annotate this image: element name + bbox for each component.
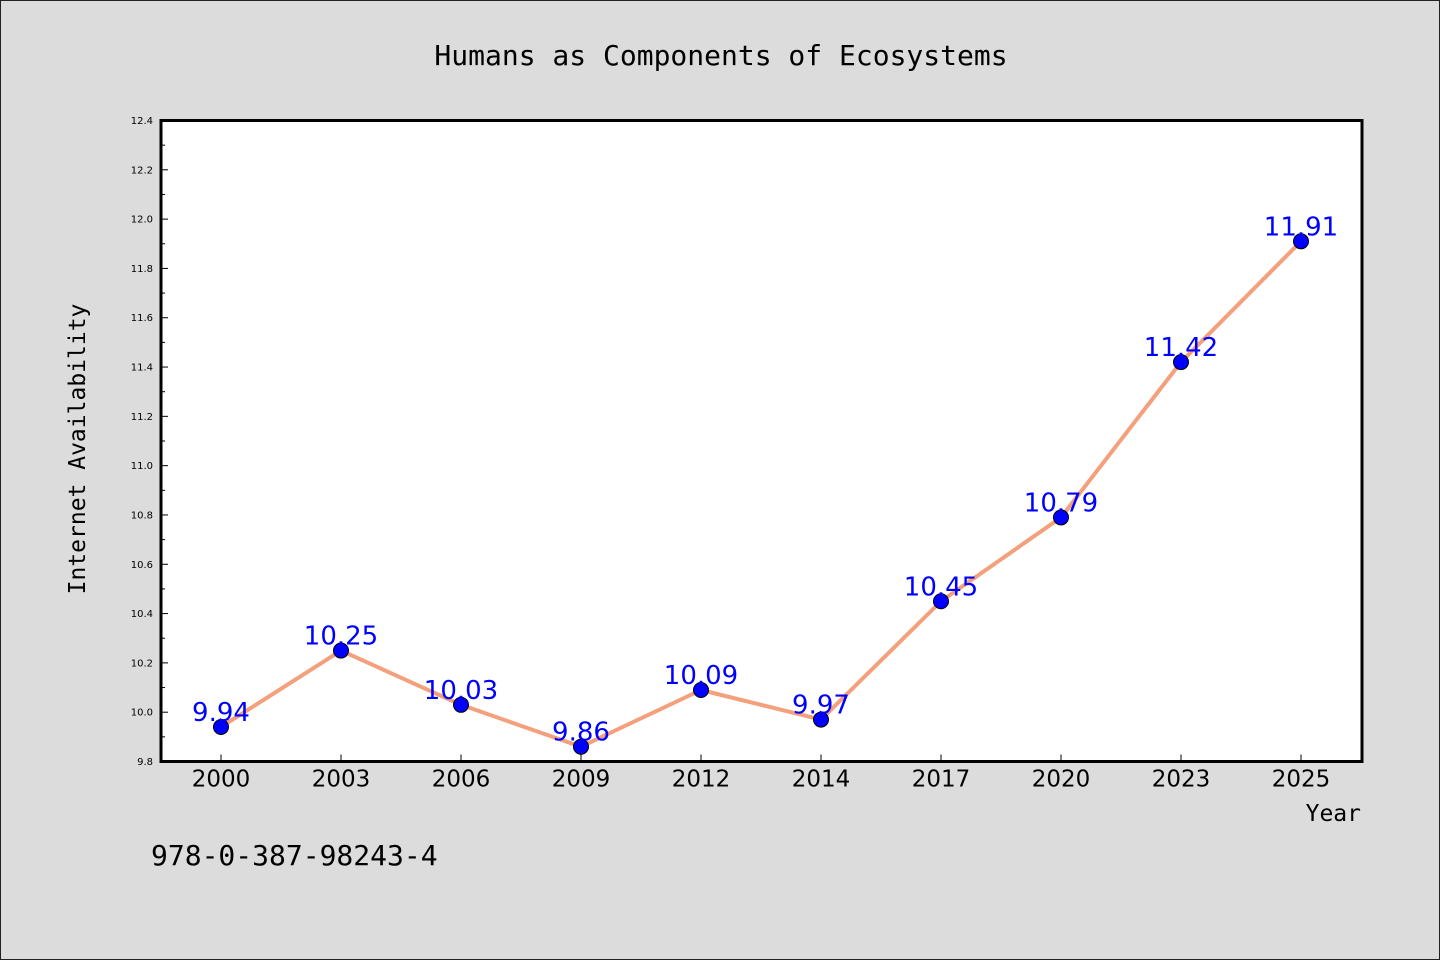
y-tick-label: 10.2 bbox=[131, 658, 153, 669]
series-layer: 9.94 10.25 10.03 9.86 10.09 9.97 10.45 10.79 11.… bbox=[192, 212, 1338, 755]
data-point bbox=[333, 642, 349, 659]
y-tick-label: 11.0 bbox=[131, 461, 153, 472]
series-line bbox=[219, 239, 1303, 749]
y-axis: 9.8 10.0 10.2 10.4 10.6 10.8 11.0 11.2 11.4 11.6 1… bbox=[131, 116, 168, 768]
data-point bbox=[1173, 354, 1189, 371]
x-axis: 2000 2003 2006 2009 2012 2014 2017 2020 2023 2025 bbox=[192, 754, 1331, 793]
x-tick-label: 2012 bbox=[672, 767, 731, 793]
data-label: 10.03 bbox=[424, 676, 498, 706]
y-tick-label: 12.4 bbox=[131, 116, 153, 127]
x-tick-label: 2009 bbox=[552, 767, 611, 793]
data-point bbox=[813, 711, 829, 728]
x-tick-label: 2025 bbox=[1272, 767, 1331, 793]
data-label: 9.97 bbox=[792, 691, 850, 721]
data-label: 10.09 bbox=[664, 661, 738, 691]
x-tick-label: 2014 bbox=[792, 767, 851, 793]
data-point bbox=[1053, 509, 1069, 526]
y-tick-label: 10.6 bbox=[131, 560, 153, 571]
data-label: 10.45 bbox=[904, 572, 978, 602]
data-label: 11.42 bbox=[1144, 333, 1218, 363]
data-point bbox=[933, 593, 949, 610]
x-tick-label: 2003 bbox=[312, 767, 371, 793]
chart-title: Humans as Components of Ecosystems bbox=[434, 39, 1007, 72]
data-point bbox=[693, 682, 709, 699]
y-tick-label: 12.0 bbox=[131, 215, 153, 226]
x-tick-label: 2006 bbox=[432, 767, 491, 793]
data-label: 9.94 bbox=[192, 698, 250, 728]
y-tick-label: 11.6 bbox=[131, 313, 153, 324]
isbn-footer: 978-0-387-98243-4 bbox=[151, 839, 438, 872]
data-label: 10.25 bbox=[304, 622, 378, 652]
plot-area bbox=[159, 119, 1364, 763]
data-label: 11.91 bbox=[1264, 212, 1338, 242]
data-point bbox=[1293, 233, 1309, 250]
data-label: 10.79 bbox=[1024, 488, 1098, 518]
y-tick-label: 12.2 bbox=[131, 165, 153, 176]
y-tick-label: 9.8 bbox=[137, 757, 153, 768]
data-point bbox=[573, 738, 589, 755]
data-label: 9.86 bbox=[552, 718, 610, 748]
x-tick-label: 2023 bbox=[1152, 767, 1211, 793]
y-tick-label: 11.2 bbox=[131, 412, 153, 423]
data-point bbox=[453, 696, 469, 713]
y-tick-label: 11.8 bbox=[131, 264, 153, 275]
y-tick-label: 10.0 bbox=[131, 708, 153, 719]
y-tick-label: 10.4 bbox=[131, 609, 153, 620]
data-point bbox=[213, 718, 229, 735]
y-tick-label: 10.8 bbox=[131, 510, 153, 521]
y-axis-label: Internet Availability bbox=[65, 304, 91, 595]
x-tick-label: 2020 bbox=[1032, 767, 1091, 793]
x-tick-label: 2017 bbox=[912, 767, 971, 793]
x-tick-label: 2000 bbox=[192, 767, 251, 793]
y-tick-label: 11.4 bbox=[131, 363, 153, 374]
x-axis-label: Year bbox=[1306, 801, 1361, 827]
